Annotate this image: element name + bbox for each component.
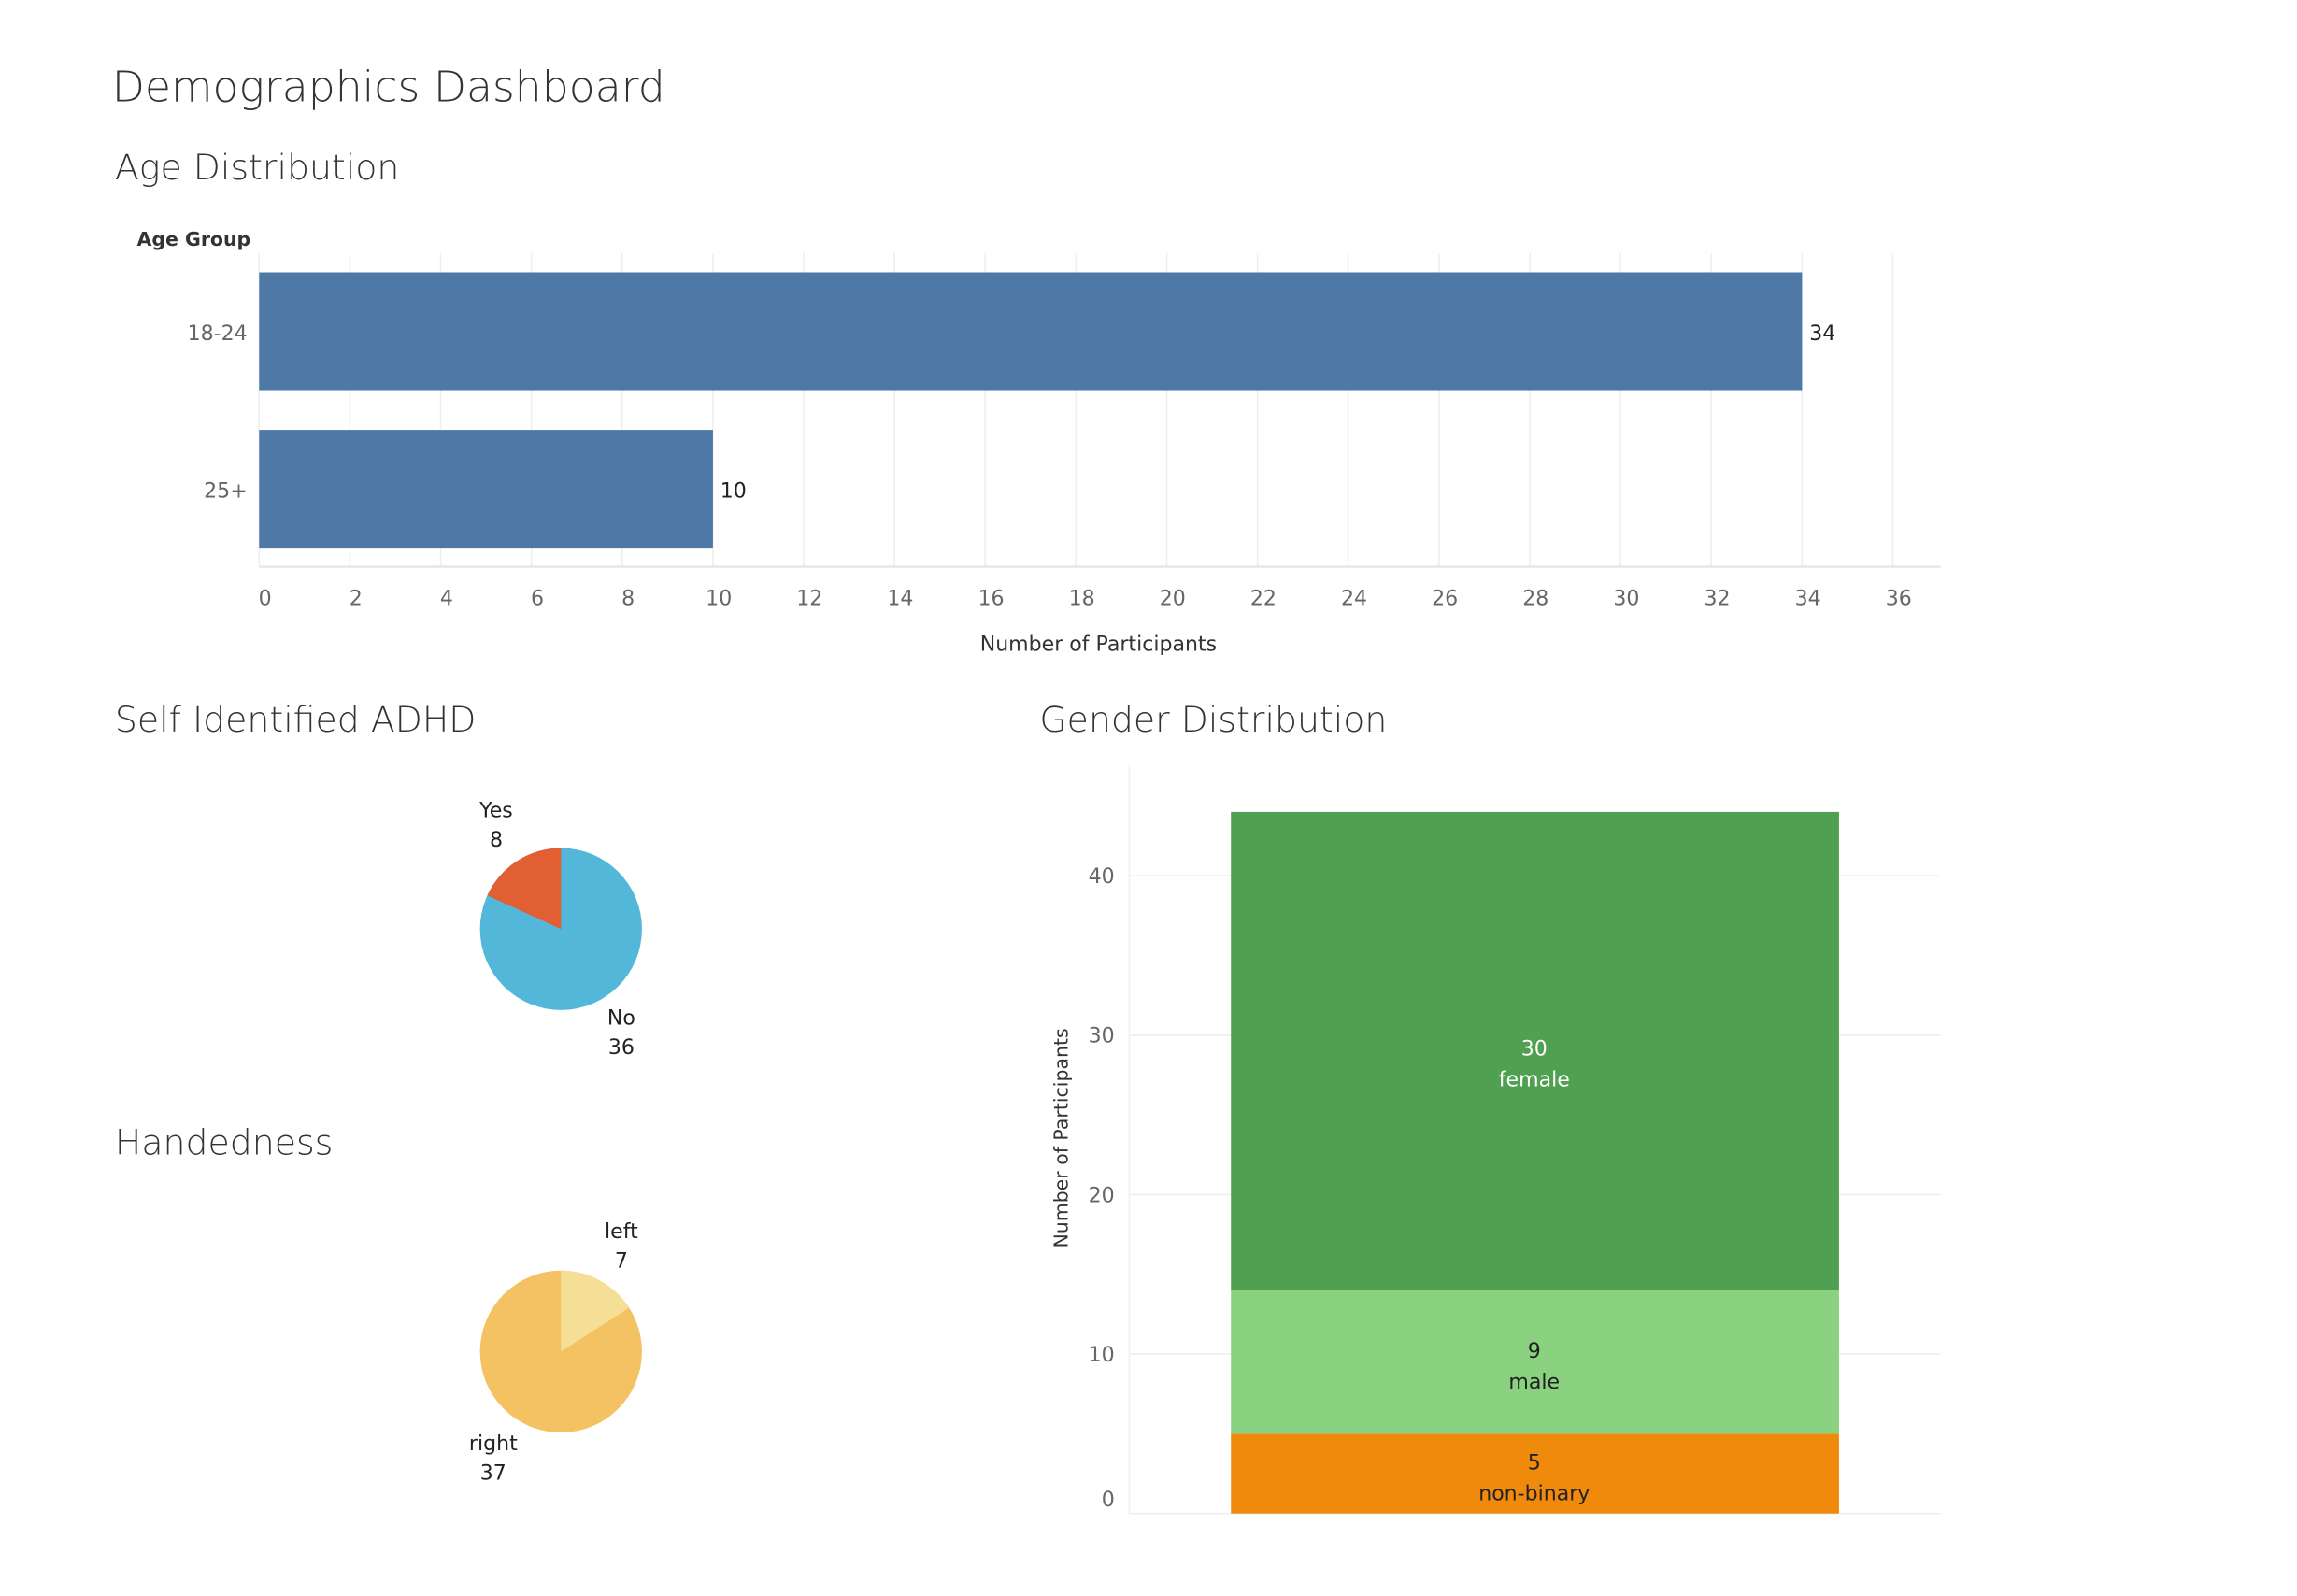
y-tick-label: 30 [1089,1025,1115,1048]
segment-value-label: 30 [1521,1038,1548,1062]
segment-value-label: 5 [1528,1451,1541,1475]
pie-label-Yes: Yes [478,799,513,822]
y-tick-label: 40 [1089,865,1115,889]
bar-segment-female [1231,811,1839,1290]
x-tick-label: 32 [1704,588,1730,611]
dashboard-title: Demographics Dashboard [111,62,665,112]
x-tick-label: 36 [1886,588,1912,611]
x-tick-label: 6 [531,588,544,611]
x-axis-title: Number of Participants [980,633,1217,656]
y-tick-label: 20 [1089,1184,1115,1207]
handedness-chart-title: Handedness [114,1121,334,1163]
x-tick-label: 24 [1341,588,1367,611]
x-tick-label: 8 [621,588,635,611]
pie-slice-left [561,1270,630,1352]
x-tick-label: 0 [259,588,272,611]
x-tick-label: 34 [1795,588,1821,611]
x-tick-label: 22 [1250,588,1277,611]
bar-value-label: 10 [720,480,747,504]
x-tick-label: 28 [1522,588,1548,611]
x-tick-label: 12 [796,588,822,611]
x-tick-label: 30 [1613,588,1639,611]
y-axis-title: Age Group [137,228,251,250]
bar-segment-male [1231,1290,1839,1434]
bar-25+ [259,430,713,549]
bar-18-24 [259,272,1803,391]
x-tick-label: 2 [350,588,363,611]
y-tick-label: 25+ [204,480,248,504]
x-tick-label: 10 [706,588,732,611]
y-tick-label: 18-24 [188,322,248,346]
y-tick-label: 0 [1102,1489,1115,1512]
pie-value-right: 37 [480,1461,506,1485]
x-tick-label: 18 [1069,588,1095,611]
segment-name-label: non-binary [1478,1482,1590,1505]
adhd-chart-title: Self Identified ADHD [114,699,477,741]
bar-segment-non-binary [1231,1433,1839,1514]
pie-label-No: No [607,1007,635,1031]
pie-label-left: left [605,1220,638,1244]
bar-value-label: 34 [1809,322,1835,346]
pie-label-right: right [469,1432,518,1456]
x-tick-label: 16 [978,588,1005,611]
pie-value-No: 36 [608,1036,635,1060]
pie-value-Yes: 8 [490,829,503,852]
y-tick-label: 10 [1089,1344,1115,1367]
segment-value-label: 9 [1528,1340,1541,1363]
age-chart-title: Age Distribution [114,147,400,189]
y-axis-title: Number of Participants [1049,1028,1072,1247]
segment-name-label: male [1508,1371,1560,1394]
x-tick-label: 26 [1432,588,1458,611]
x-tick-label: 4 [440,588,453,611]
pie-slice-Yes [487,848,562,930]
x-tick-label: 14 [887,588,913,611]
gender-chart-title: Gender Distribution [1039,699,1388,741]
pie-value-left: 7 [615,1250,628,1274]
x-tick-label: 20 [1160,588,1186,611]
segment-name-label: female [1499,1069,1570,1092]
